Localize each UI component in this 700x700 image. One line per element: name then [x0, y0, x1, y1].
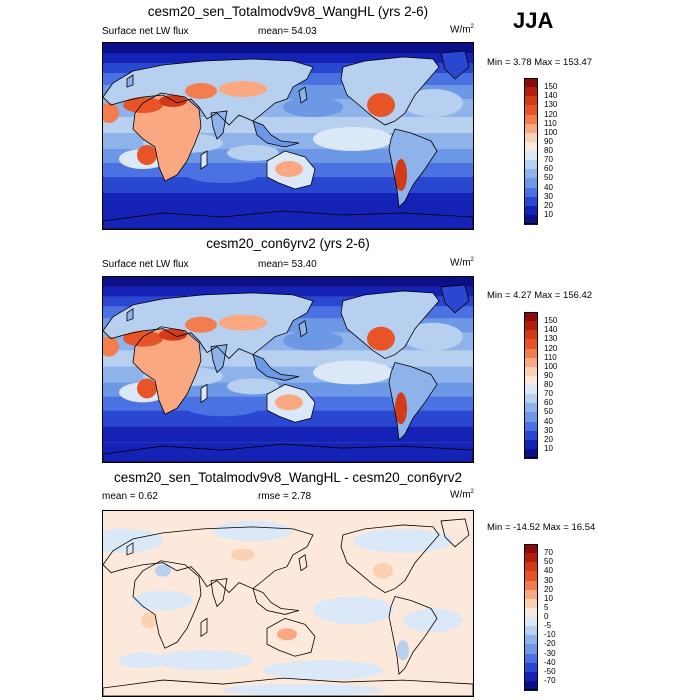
colorbar-tick-label: 70	[544, 155, 553, 165]
colorbar-tick-label: 60	[544, 164, 553, 174]
colorbar-tick-label: -30	[544, 648, 556, 658]
colorbar-tick-label: 70	[544, 548, 553, 558]
colorbar-tick-label: 40	[544, 416, 553, 426]
panel-1-mean-label: mean= 54.03	[258, 26, 317, 37]
colorbar-tick-label: 5	[544, 602, 549, 612]
panel-3-units: W/m2	[450, 489, 474, 501]
colorbar-tick-label: 0	[544, 612, 549, 621]
panel-3-minmax: Min = -14.52 Max = 16.54	[487, 522, 596, 533]
panel-3-colorbar: 70 50 40 30 20 10 5 0 -5 -10 -20 -30 -40 -50 -70	[524, 544, 556, 691]
colorbar-tick-label: 110	[544, 118, 557, 128]
panel-2-colorbar: 150 140 130 120 110 100 90 80 70 60 50 40 30 20 10	[524, 312, 557, 459]
colorbar-tick-label: -5	[544, 621, 552, 631]
colorbar-tick-label: 110	[544, 352, 557, 362]
colorbar-tick-label: 80	[544, 380, 553, 389]
colorbar-tick-label: 50	[544, 173, 553, 183]
colorbar-tick-label: 10	[544, 209, 553, 219]
panel-1-colorbar: 150 140 130 120 110 100 90 80 70 60 50 40 30 20 10	[524, 78, 557, 225]
panel-2-title: cesm20_con6yrv2 (yrs 2-6)	[206, 236, 370, 251]
panel-2-variable-label: Surface net LW flux	[102, 259, 189, 270]
panel-1-title: cesm20_sen_Totalmodv9v8_WangHL (yrs 2-6)	[147, 4, 429, 19]
map-canvas	[103, 43, 473, 229]
colorbar-tick-label: -20	[544, 639, 556, 649]
colorbar-tick-label: 120	[544, 109, 558, 119]
colorbar-tick-label: 30	[544, 575, 553, 585]
panel-1-units: W/m2	[450, 24, 474, 36]
colorbar-tick-label: 10	[544, 443, 553, 453]
colorbar-tick-label: 20	[544, 584, 553, 594]
colorbar-tick-label: 130	[544, 334, 558, 344]
panel-3-map	[102, 510, 474, 697]
map-canvas	[103, 511, 473, 696]
panel-1-variable-label: Surface net LW flux	[102, 26, 189, 37]
colorbar-tick-label: 140	[544, 325, 558, 335]
colorbar-tick-label: -70	[544, 675, 556, 685]
colorbar-tick-label: -10	[544, 630, 556, 640]
season-label: JJA	[513, 8, 554, 33]
colorbar-tick-label: -50	[544, 666, 556, 676]
colorbar-tick-label: 50	[544, 407, 553, 417]
colorbar-tick-label: 70	[544, 389, 553, 399]
colorbar-tick-label: 30	[544, 191, 553, 201]
colorbar-tick-label: 80	[544, 146, 553, 155]
panel-3-rmse-label: rmse = 2.78	[258, 491, 312, 502]
panel-2-units: W/m2	[450, 257, 474, 269]
colorbar-tick-label: -40	[544, 657, 556, 667]
colorbar-tick-label: 100	[544, 127, 558, 137]
colorbar-tick-label: 140	[544, 91, 558, 101]
colorbar-frame	[524, 312, 538, 458]
colorbar-tick-label: 40	[544, 566, 553, 576]
panel-3-title: cesm20_sen_Totalmodv9v8_WangHL - cesm20_…	[114, 470, 462, 485]
colorbar-tick-label: 20	[544, 434, 553, 444]
colorbar-tick-label: 30	[544, 425, 553, 435]
panel-2-minmax: Min = 4.27 Max = 156.42	[487, 290, 593, 301]
map-canvas	[103, 277, 473, 462]
colorbar-tick-label: 10	[544, 593, 553, 603]
panel-3-mean-label: mean = 0.62	[102, 491, 158, 502]
colorbar-tick-label: 90	[544, 136, 553, 146]
colorbar-tick-label: 130	[544, 100, 558, 110]
colorbar-tick-label: 50	[544, 557, 553, 567]
panel-1-map	[102, 42, 474, 230]
colorbar-tick-label: 100	[544, 361, 558, 371]
colorbar-tick-label: 20	[544, 200, 553, 210]
colorbar-frame	[524, 78, 538, 224]
colorbar-tick-label: 60	[544, 398, 553, 408]
colorbar-tick-label: 40	[544, 182, 553, 192]
panel-1-minmax: Min = 3.78 Max = 153.47	[487, 57, 593, 68]
colorbar-tick-label: 120	[544, 343, 558, 353]
panel-2-map	[102, 276, 474, 463]
colorbar-tick-label: 150	[544, 82, 558, 92]
colorbar-tick-label: 90	[544, 370, 553, 380]
colorbar-tick-label: 150	[544, 316, 558, 326]
colorbar-frame	[524, 544, 538, 690]
panel-2-mean-label: mean= 53.40	[258, 259, 317, 270]
